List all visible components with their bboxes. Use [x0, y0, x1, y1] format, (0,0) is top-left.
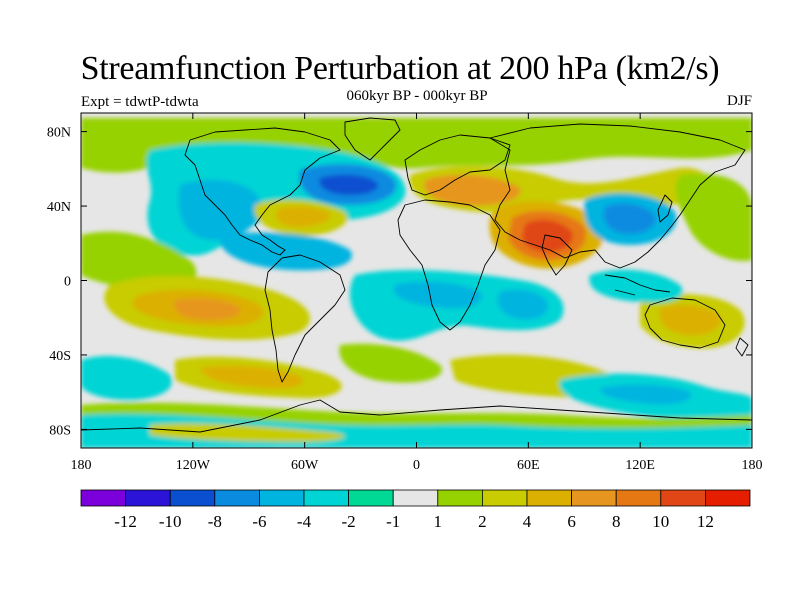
coastlines — [81, 117, 752, 433]
colorbar-label: -2 — [342, 512, 356, 531]
colorbar-swatch — [392, 489, 439, 507]
colorbar-swatch — [660, 489, 706, 507]
colorbar-label: -8 — [208, 512, 222, 531]
colorbar-swatch — [80, 489, 126, 507]
colorbar: -12 -10 -8 -6 -4 -2 -1 1 2 4 6 8 10 12 — [80, 489, 751, 531]
colorbar-label: -12 — [114, 512, 137, 531]
field-contours — [81, 118, 752, 448]
colorbar-label: 10 — [652, 512, 669, 531]
colorbar-swatch — [258, 489, 305, 507]
contour-sh-atlantic-green — [339, 343, 442, 383]
colorbar-swatch — [705, 489, 751, 507]
contour-south-atlantic-low — [394, 281, 482, 309]
colorbar-swatch — [615, 489, 662, 507]
colorbar-label: -10 — [159, 512, 182, 531]
contour-us-southeast-core — [275, 206, 331, 228]
colorbar-swatch — [214, 489, 260, 507]
contour-eurasian-core — [424, 174, 521, 206]
colorbar-label: 2 — [478, 512, 487, 531]
colorbar-label: 12 — [697, 512, 714, 531]
season-label: DJF — [726, 93, 752, 109]
coastline-new-zealand — [735, 337, 749, 357]
y-tick-label: 80S — [49, 423, 71, 438]
colorbar-swatch — [169, 489, 216, 507]
colorbar-label: 8 — [612, 512, 621, 531]
x-tick-label: 60E — [517, 458, 540, 473]
map-area — [81, 113, 752, 448]
contour-indonesia-cyan — [589, 269, 683, 303]
chart-title: Streamfunction Perturbation at 200 hPa (… — [80, 50, 720, 87]
coastline-india — [541, 234, 573, 276]
colorbar-label: 4 — [523, 512, 532, 531]
contour-south-pacific-core — [174, 298, 241, 320]
coastline-asia — [489, 123, 746, 269]
x-tick-label: 60W — [291, 458, 319, 473]
colorbar-swatch — [303, 489, 349, 507]
coastline-europe — [404, 134, 511, 196]
coastline-greenland — [344, 117, 401, 161]
x-tick-label: 180 — [71, 458, 92, 473]
coastline-africa — [397, 199, 501, 331]
contour-australian-core — [659, 304, 721, 336]
coastline-australia — [644, 297, 726, 349]
chart-subtitle: 060kyr BP - 000kyr BP — [346, 88, 488, 104]
axes: 180 120W 60W 0 60E 120E 180 80N 40N 0 40S 80S — [47, 113, 763, 473]
colorbar-swatch — [481, 489, 528, 507]
y-tick-label: 0 — [64, 275, 71, 290]
contour-antarctic-high — [150, 423, 345, 442]
colorbar-label: 6 — [567, 512, 576, 531]
colorbar-swatch — [125, 489, 171, 507]
y-tick-label: 40S — [49, 349, 71, 364]
contour-caribbean-blue — [219, 232, 352, 271]
colorbar-label: -4 — [297, 512, 312, 531]
colorbar-label: -1 — [386, 512, 400, 531]
colorbar-label: 1 — [434, 512, 443, 531]
contour-north-atlantic-core — [319, 174, 379, 196]
coastline-indonesia — [604, 274, 671, 296]
y-tick-label: 80N — [47, 126, 71, 141]
contour-indian-low — [497, 289, 548, 320]
colorbar-swatch — [348, 489, 394, 507]
contour-southern-ocean-core — [200, 365, 303, 389]
contour-nh-green-band — [81, 118, 752, 173]
colorbar-swatch — [571, 489, 617, 507]
experiment-label: Expt = tdwtP-tdwta — [81, 94, 199, 110]
colorbar-swatch — [526, 489, 572, 507]
x-tick-label: 0 — [413, 458, 420, 473]
coastline-north-america — [184, 127, 341, 256]
coastline-antarctica — [81, 399, 752, 433]
contour-west-pacific-green — [675, 173, 752, 261]
x-tick-label: 180 — [742, 458, 763, 473]
contour-sh-west-cyan — [81, 355, 172, 401]
coastline-south-america — [264, 254, 346, 383]
x-tick-label: 120W — [176, 458, 211, 473]
contour-sh-east-low — [600, 384, 692, 405]
y-tick-label: 40N — [47, 200, 71, 215]
coastline-japan — [657, 194, 673, 223]
x-tick-label: 120E — [625, 458, 655, 473]
colorbar-swatch — [437, 489, 483, 507]
contour-east-asian-core — [603, 203, 656, 235]
colorbar-label: -6 — [252, 512, 266, 531]
